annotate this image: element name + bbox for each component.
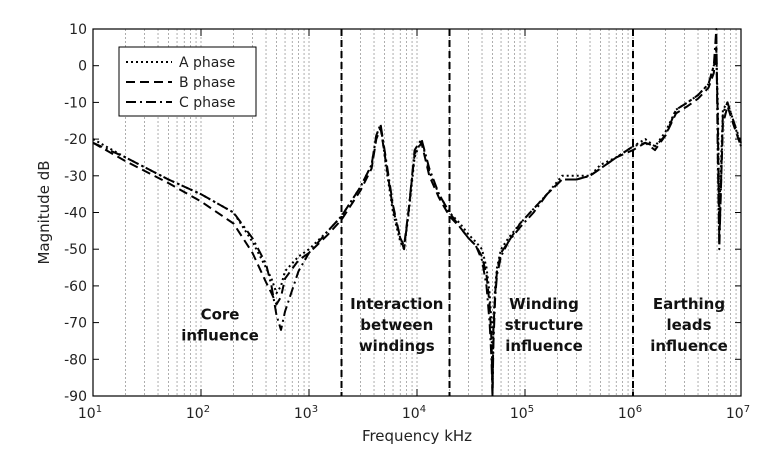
region-label: Winding <box>509 295 579 313</box>
region-label: Core <box>201 306 240 324</box>
region-label: between <box>360 316 433 334</box>
y-tick-label: -10 <box>64 95 87 111</box>
region-label: leads <box>666 316 711 334</box>
region-label: Interaction <box>350 295 443 313</box>
y-tick-label: -50 <box>64 242 87 258</box>
legend-label: C phase <box>179 95 235 111</box>
x-tick-label: 104 <box>402 404 426 422</box>
y-tick-label: 0 <box>78 59 87 75</box>
x-tick-label: 107 <box>726 404 750 422</box>
series-line-a-phase <box>92 53 742 394</box>
x-axis-title: Frequency kHz <box>362 427 472 445</box>
legend-label: A phase <box>179 55 235 71</box>
region-label: influence <box>181 327 259 345</box>
x-tick-label: 105 <box>510 404 534 422</box>
x-tick-label: 103 <box>294 404 318 422</box>
y-tick-label: -30 <box>64 169 87 185</box>
series-lines <box>92 28 742 397</box>
region-label: Earthing <box>653 295 725 313</box>
x-tick-label: 101 <box>78 404 102 422</box>
region-label: structure <box>505 316 584 334</box>
x-tick-label: 106 <box>618 404 642 422</box>
y-tick-label: -90 <box>64 389 87 405</box>
region-label: windings <box>359 337 435 355</box>
y-tick-label: 10 <box>69 22 87 38</box>
grid-lines <box>125 29 737 396</box>
y-tick-label: -20 <box>64 132 87 148</box>
region-label: influence <box>650 337 728 355</box>
series-line-b-phase <box>92 46 742 397</box>
x-tick-label: 102 <box>186 404 210 422</box>
region-labels: Core influence Interaction between windings W… <box>181 295 728 355</box>
y-tick-label: -80 <box>64 352 87 368</box>
y-tick-label: -70 <box>64 316 87 332</box>
region-label: influence <box>505 337 583 355</box>
y-tick-label: -40 <box>64 206 87 222</box>
region-dividers <box>340 29 634 396</box>
series-line-c-phase <box>92 28 742 397</box>
y-tick-label: -60 <box>64 279 87 295</box>
y-axis-title: Magnitude dB <box>35 160 53 264</box>
legend: A phase B phase C phase <box>118 46 257 117</box>
legend-label: B phase <box>179 75 235 91</box>
